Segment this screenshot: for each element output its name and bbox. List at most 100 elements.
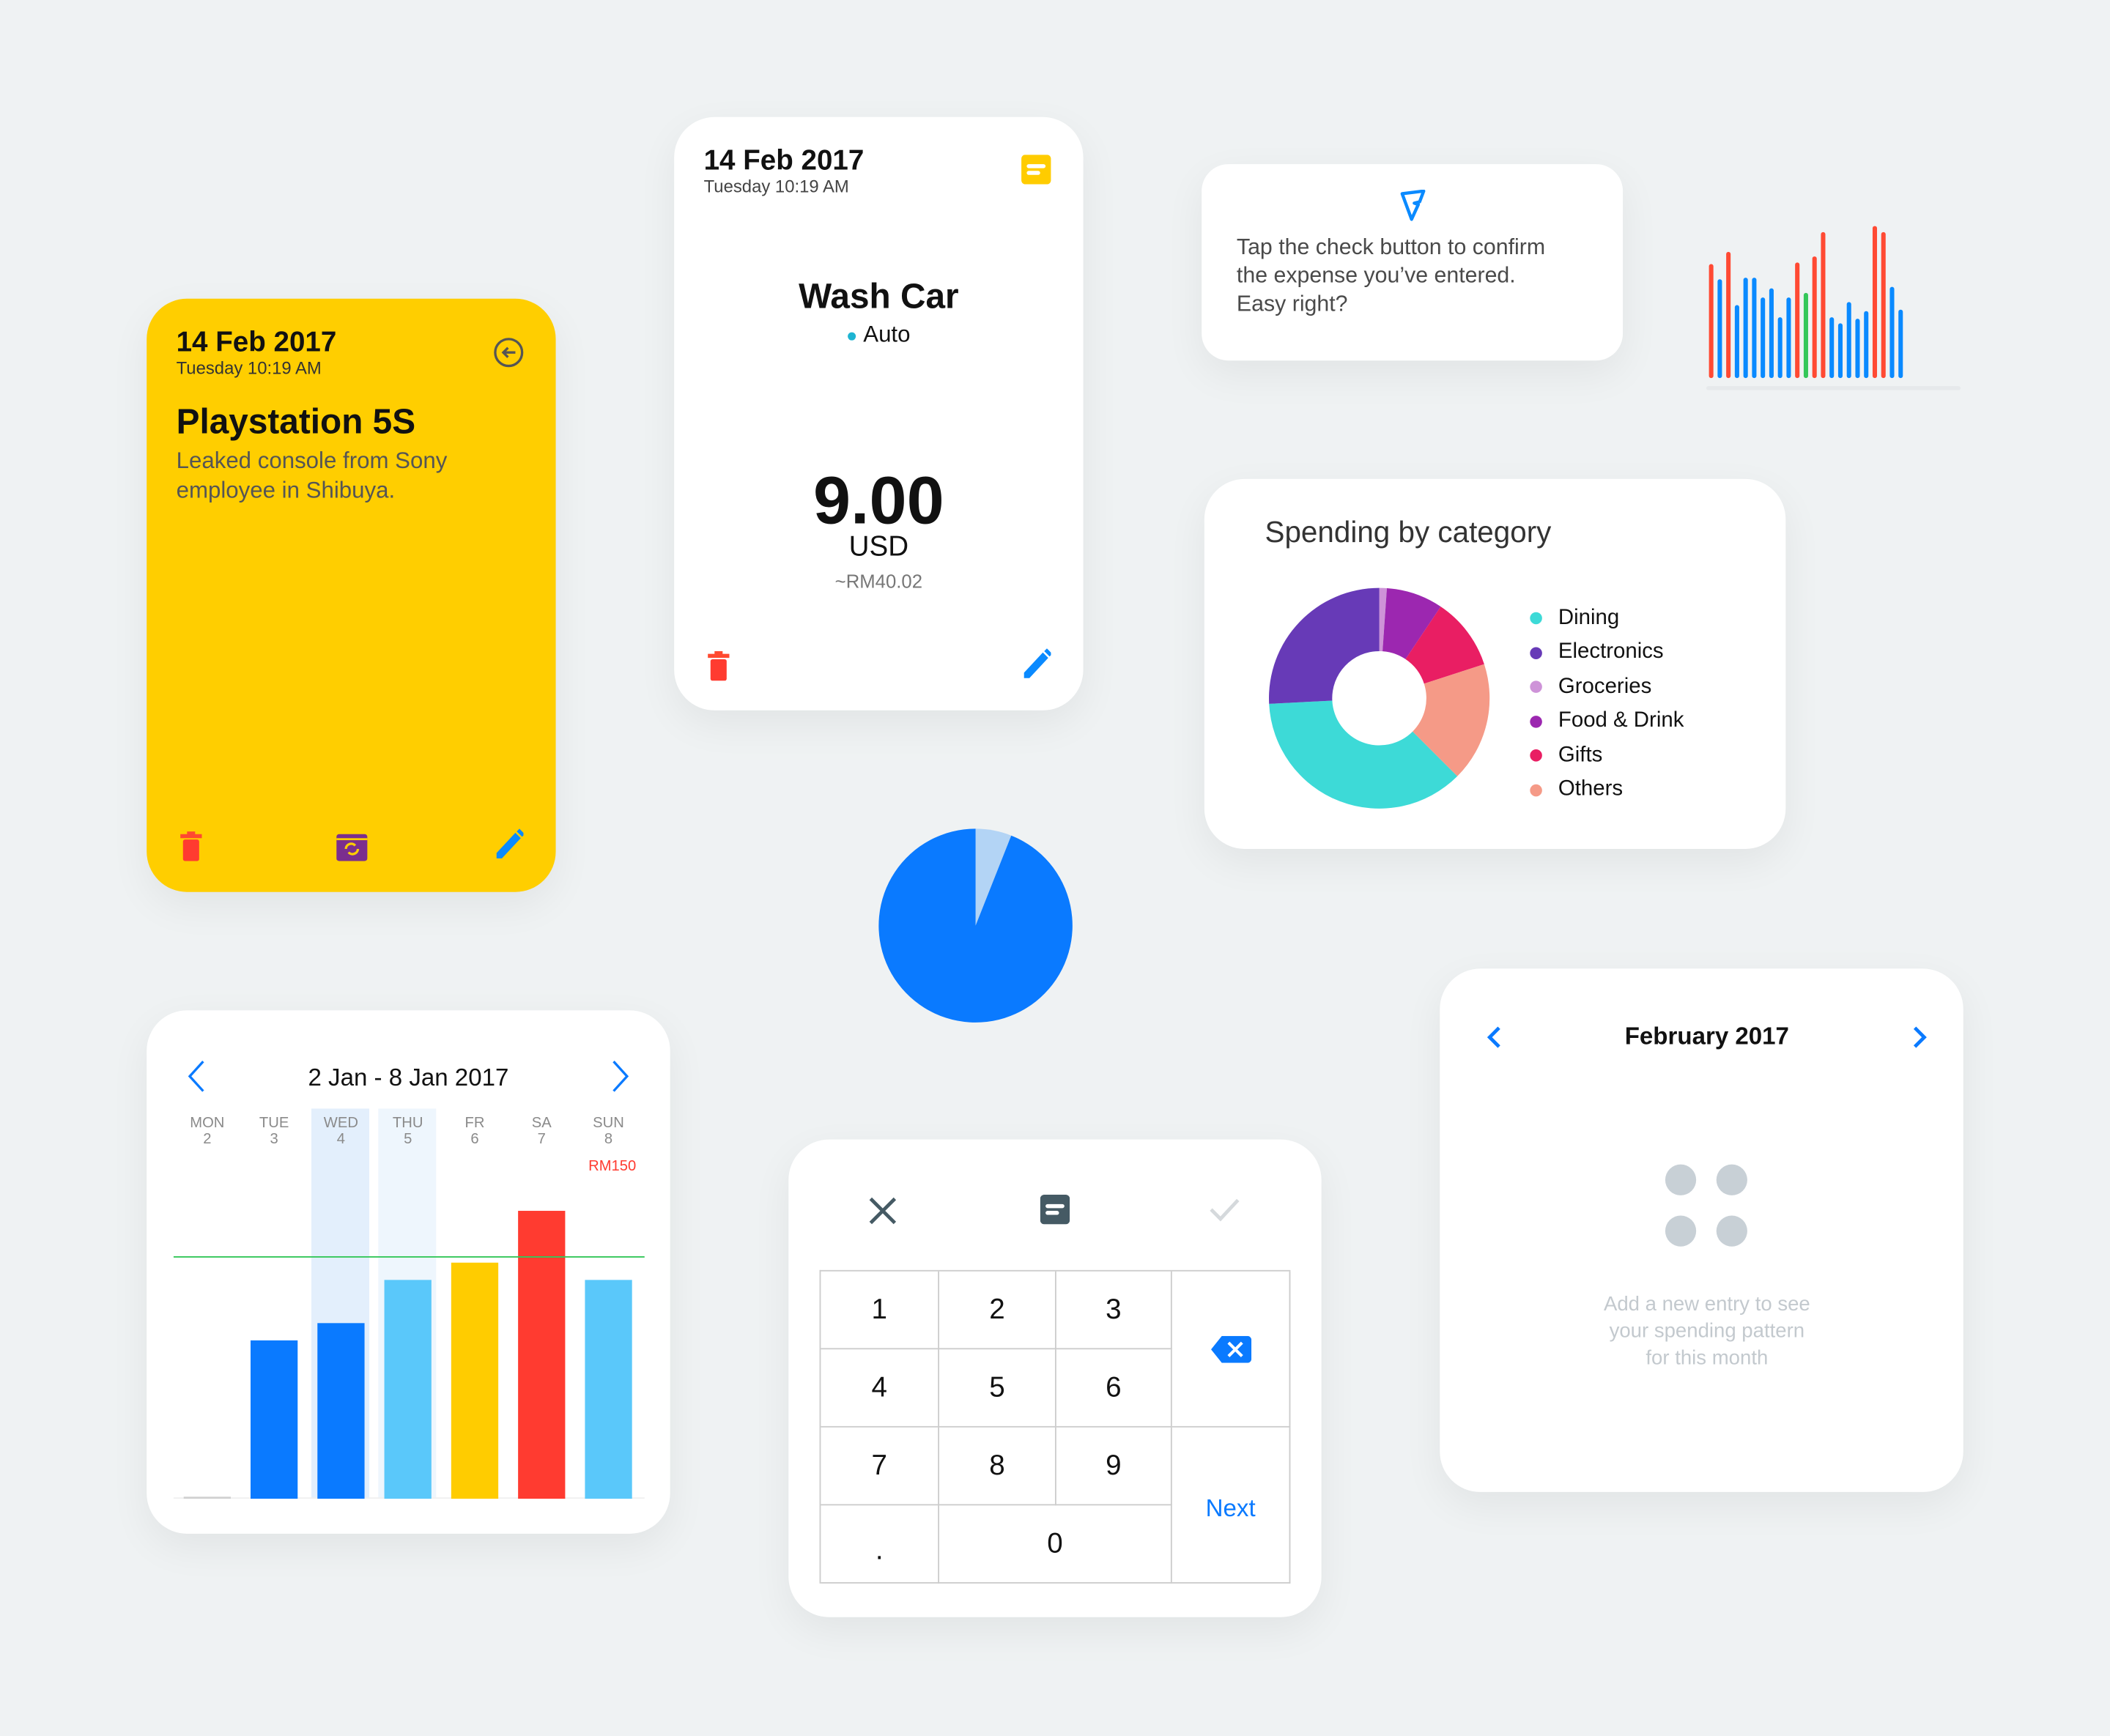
note-card[interactable]: 14 Feb 2017 Tuesday 10:19 AM Playstation… (147, 298, 556, 892)
close-icon[interactable] (868, 1196, 897, 1225)
calendar-card: February 2017 Add a new entry to see you… (1440, 968, 1963, 1492)
legend-dot (1530, 784, 1542, 796)
mini-bar (1761, 297, 1766, 379)
bar-tue (250, 1340, 298, 1499)
week-chart-card: 2 Jan - 8 Jan 2017 MON 2 TUE 3 WED 4 THU 5 FR 6 SA… (147, 1010, 670, 1534)
legend-dot (1530, 749, 1542, 763)
mini-bar-chart (1706, 226, 1961, 390)
lightning-logo-icon (1400, 189, 1426, 221)
bar-sa (518, 1211, 566, 1499)
key-1[interactable]: 1 (821, 1271, 940, 1350)
legend-label: Others (1558, 778, 1624, 801)
expense-time: Tuesday 10:19 AM (703, 176, 849, 197)
day-name: FR (464, 1115, 485, 1132)
bar-wed (317, 1323, 365, 1499)
chevron-right-icon[interactable] (611, 1058, 630, 1094)
day-number: 5 (404, 1131, 412, 1148)
note-title: Playstation 5S (176, 401, 416, 442)
day-number: 3 (270, 1131, 278, 1148)
check-icon[interactable] (1208, 1196, 1240, 1223)
note-time: Tuesday 10:19 AM (176, 357, 322, 379)
chevron-left-icon[interactable] (187, 1058, 206, 1094)
mini-bar (1898, 309, 1903, 379)
key-0[interactable]: 0 (939, 1505, 1172, 1584)
day-number: 8 (604, 1131, 613, 1148)
key-2[interactable]: 2 (939, 1271, 1056, 1350)
week-range: 2 Jan - 8 Jan 2017 (308, 1064, 509, 1091)
day-label-sa[interactable]: SA 7 (508, 1116, 575, 1148)
backspace-icon (1210, 1335, 1251, 1362)
key-6[interactable]: 6 (1056, 1349, 1172, 1428)
key-decimal[interactable]: . (821, 1505, 940, 1584)
note-date: 14 Feb 2017 (176, 327, 337, 358)
day-name: SA (531, 1115, 552, 1132)
key-3[interactable]: 3 (1056, 1271, 1172, 1350)
donut-slice-electronics (1269, 587, 1380, 704)
expense-card[interactable]: 14 Feb 2017 Tuesday 10:19 AM Wash Car Au… (674, 116, 1084, 711)
chevron-right-icon[interactable] (1912, 1025, 1928, 1050)
legend-label: Dining (1558, 606, 1620, 630)
legend-item: Electronics (1530, 636, 1684, 670)
day-name: SUN (593, 1115, 624, 1132)
pencil-icon[interactable] (494, 828, 524, 861)
tip-line: the expense you’ve entered. (1236, 263, 1516, 289)
key-5[interactable]: 5 (939, 1349, 1056, 1428)
key-8[interactable]: 8 (939, 1427, 1056, 1506)
mini-bar (1803, 292, 1808, 379)
day-label-thu[interactable]: THU 5 (374, 1116, 442, 1148)
mini-bar (1777, 317, 1783, 379)
mini-bar (1752, 278, 1757, 379)
empty-state-text: Add a new entry to see your spending pat… (1440, 1291, 1974, 1372)
recurring-calendar-icon[interactable] (336, 831, 368, 861)
mini-bar (1795, 262, 1800, 379)
tip-line: Easy right? (1236, 292, 1348, 316)
legend-item: Groceries (1530, 670, 1684, 705)
key-7[interactable]: 7 (821, 1427, 940, 1506)
category-label: Auto (863, 321, 911, 347)
day-label-wed[interactable]: WED 4 (307, 1116, 374, 1148)
day-name: TUE (259, 1115, 289, 1132)
day-number: 6 (470, 1131, 479, 1148)
legend-item: Dining (1530, 601, 1684, 636)
pencil-icon[interactable] (1021, 648, 1051, 680)
spending-card: Spending by category Dining Electronics Gr… (1204, 478, 1786, 849)
day-name: WED (323, 1115, 358, 1132)
mini-bar (1821, 231, 1826, 379)
tip-line: Tap the check button to confirm (1236, 235, 1546, 260)
legend-label: Electronics (1558, 640, 1664, 664)
day-number: 7 (537, 1131, 546, 1148)
mini-bar (1769, 288, 1774, 379)
key-4[interactable]: 4 (821, 1349, 940, 1428)
day-label-sun[interactable]: SUN 8 (575, 1116, 643, 1148)
next-button[interactable]: Next (1171, 1427, 1291, 1584)
day-name: MON (190, 1115, 225, 1132)
day-label-tue[interactable]: TUE 3 (240, 1116, 308, 1148)
legend-label: Groceries (1558, 675, 1652, 698)
day-number: 2 (203, 1131, 212, 1148)
mini-bar (1709, 264, 1714, 379)
empty-line: Add a new entry to see (1603, 1293, 1810, 1316)
mini-bar (1726, 251, 1731, 379)
legend-dot (1530, 715, 1542, 728)
chevron-left-icon[interactable] (1486, 1025, 1502, 1050)
day-label-mon[interactable]: MON 2 (174, 1116, 241, 1148)
keypad-card: 1 2 3 4 5 6 7 8 9 . 0 Next (788, 1139, 1322, 1617)
day-label-fr[interactable]: FR 6 (441, 1116, 508, 1148)
legend-dot (1530, 680, 1542, 694)
bar-fr (451, 1262, 499, 1499)
expense-amount: 9.00 (812, 462, 944, 538)
note-icon[interactable] (1021, 155, 1051, 185)
bar-sun (585, 1280, 632, 1499)
mini-bar (1837, 323, 1843, 379)
note-icon[interactable] (1040, 1194, 1070, 1225)
backspace-button[interactable] (1171, 1271, 1291, 1428)
trash-icon[interactable] (180, 831, 202, 861)
legend-label: Food & Drink (1558, 709, 1684, 732)
key-9[interactable]: 9 (1056, 1427, 1172, 1506)
month-title: February 2017 (1624, 1022, 1789, 1050)
donut-slice-others (1413, 664, 1490, 776)
trash-icon[interactable] (708, 650, 730, 681)
back-arrow-icon[interactable] (492, 336, 525, 368)
legend-item: Others (1530, 773, 1684, 807)
